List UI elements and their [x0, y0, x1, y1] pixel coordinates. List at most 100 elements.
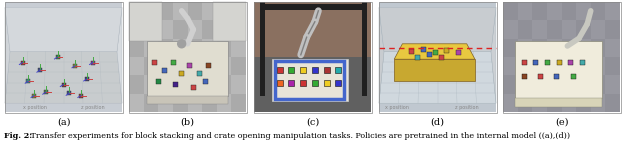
- Bar: [38, 68, 42, 72]
- Polygon shape: [394, 59, 475, 81]
- Bar: [503, 94, 518, 112]
- Bar: [276, 80, 283, 86]
- Bar: [79, 93, 83, 97]
- Bar: [143, 2, 158, 20]
- Bar: [217, 20, 232, 39]
- Bar: [152, 60, 157, 65]
- Bar: [202, 20, 217, 39]
- Bar: [202, 94, 217, 112]
- Bar: [232, 75, 246, 94]
- Bar: [129, 2, 246, 112]
- Bar: [73, 64, 77, 68]
- Bar: [300, 67, 306, 73]
- Bar: [515, 98, 602, 106]
- Bar: [260, 4, 362, 10]
- Bar: [427, 52, 432, 57]
- Bar: [576, 94, 591, 112]
- Bar: [538, 74, 543, 79]
- Polygon shape: [379, 7, 496, 51]
- Bar: [591, 57, 605, 75]
- Bar: [254, 57, 371, 112]
- Bar: [300, 80, 306, 86]
- Bar: [173, 94, 188, 112]
- Bar: [217, 2, 232, 20]
- Bar: [232, 39, 246, 57]
- Bar: [456, 50, 461, 55]
- Bar: [196, 71, 202, 76]
- Bar: [147, 95, 228, 104]
- Bar: [547, 94, 561, 112]
- Bar: [547, 57, 561, 75]
- Bar: [188, 20, 202, 39]
- Bar: [147, 40, 228, 95]
- Bar: [547, 20, 561, 39]
- Polygon shape: [5, 7, 10, 103]
- Bar: [156, 79, 161, 84]
- Bar: [232, 2, 246, 20]
- Bar: [409, 49, 414, 54]
- Bar: [188, 39, 202, 57]
- Bar: [217, 94, 232, 112]
- Text: Transfer experiments for block stacking and crate opening manipulation tasks. Po: Transfer experiments for block stacking …: [28, 132, 570, 140]
- Bar: [129, 94, 143, 112]
- Bar: [312, 67, 318, 73]
- Bar: [533, 60, 538, 65]
- Bar: [532, 20, 547, 39]
- Bar: [591, 20, 605, 39]
- Text: (b): (b): [180, 117, 195, 126]
- Bar: [591, 39, 605, 57]
- Text: z position: z position: [455, 105, 479, 110]
- Bar: [85, 77, 89, 81]
- Bar: [171, 60, 176, 65]
- Circle shape: [177, 39, 186, 49]
- Bar: [173, 82, 179, 87]
- Bar: [503, 39, 518, 57]
- Bar: [91, 60, 95, 64]
- Bar: [561, 20, 576, 39]
- Polygon shape: [379, 7, 384, 103]
- Bar: [173, 75, 188, 94]
- Bar: [605, 94, 620, 112]
- Bar: [129, 57, 143, 75]
- Bar: [213, 2, 246, 40]
- Bar: [518, 2, 532, 20]
- Bar: [173, 57, 188, 75]
- Bar: [518, 57, 532, 75]
- Bar: [232, 20, 246, 39]
- Bar: [232, 57, 246, 75]
- Bar: [61, 82, 65, 86]
- Bar: [275, 61, 344, 99]
- Bar: [260, 2, 265, 95]
- Bar: [362, 2, 367, 95]
- Bar: [324, 80, 330, 86]
- Bar: [576, 20, 591, 39]
- Bar: [571, 74, 576, 79]
- Text: z position: z position: [81, 105, 105, 110]
- Bar: [591, 94, 605, 112]
- Bar: [557, 60, 562, 65]
- Bar: [143, 20, 158, 39]
- Bar: [158, 20, 173, 39]
- Bar: [561, 57, 576, 75]
- Bar: [143, 57, 158, 75]
- Bar: [335, 80, 341, 86]
- Bar: [202, 57, 217, 75]
- Bar: [503, 20, 518, 39]
- Bar: [580, 60, 585, 65]
- Bar: [129, 20, 143, 39]
- Bar: [522, 74, 527, 79]
- Bar: [502, 2, 621, 113]
- Bar: [129, 2, 162, 40]
- Bar: [532, 94, 547, 112]
- Bar: [547, 2, 561, 20]
- Bar: [605, 2, 620, 20]
- Text: (a): (a): [57, 117, 70, 126]
- Bar: [217, 75, 232, 94]
- Bar: [188, 94, 202, 112]
- Bar: [202, 79, 207, 84]
- Bar: [378, 2, 497, 113]
- Bar: [179, 71, 184, 76]
- Bar: [143, 94, 158, 112]
- Bar: [554, 74, 559, 79]
- Bar: [518, 39, 532, 57]
